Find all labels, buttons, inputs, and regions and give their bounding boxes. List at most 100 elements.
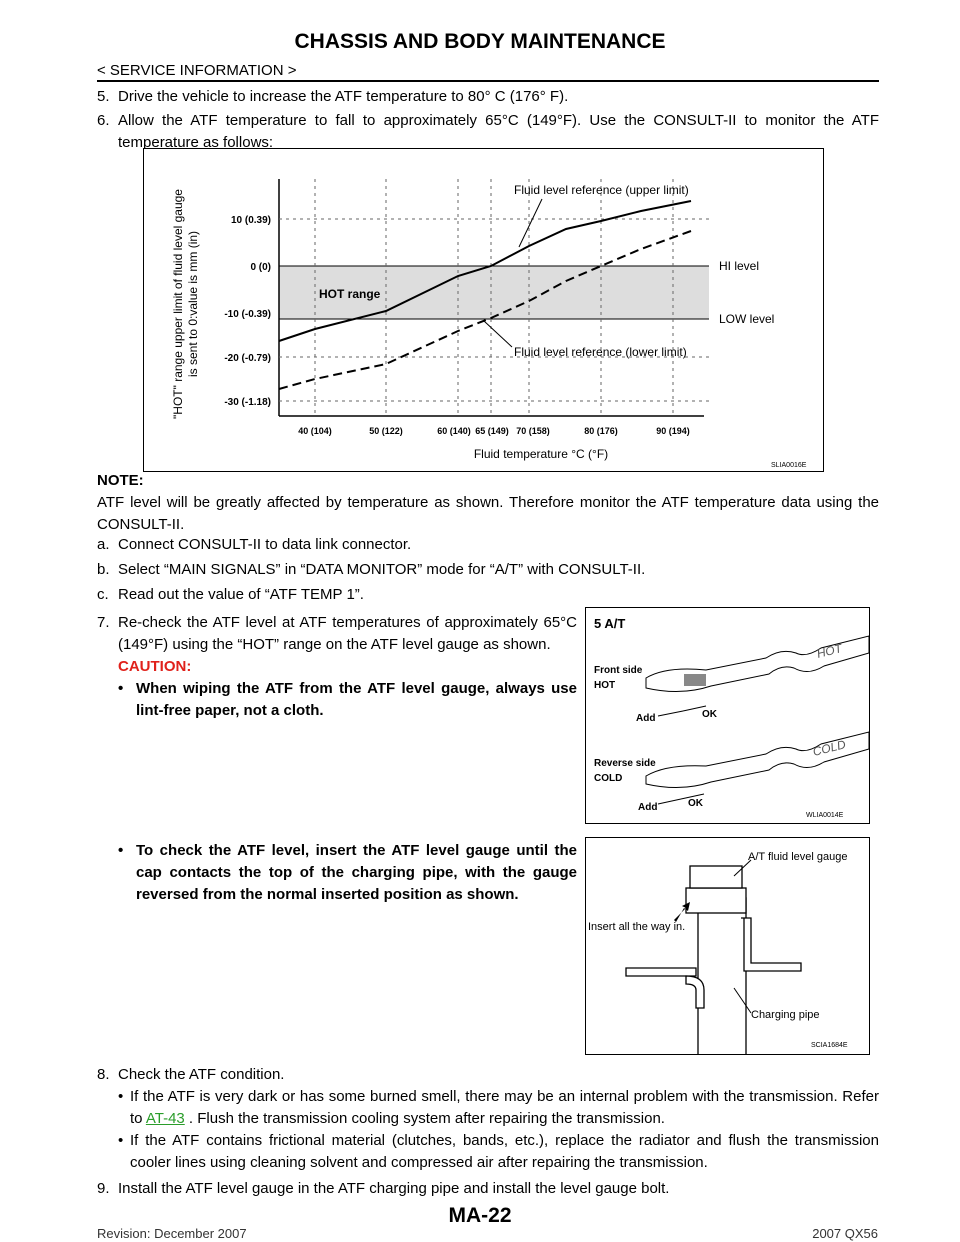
y-tick: -30 (-1.18): [224, 397, 271, 408]
step-num: 8.: [97, 1066, 110, 1083]
step-text: Re-check the ATF level at ATF temperatur…: [118, 614, 577, 653]
annotation: Fluid level reference (upper limit): [514, 183, 689, 197]
label: Reverse side: [594, 758, 656, 769]
step-text: Install the ATF level gauge in the ATF c…: [118, 1180, 670, 1197]
gauge-tube: [741, 917, 802, 972]
note: NOTE: ATF level will be greatly affected …: [97, 470, 879, 536]
pipe: [697, 897, 747, 1054]
step-num: 6.: [97, 112, 110, 129]
cap: [685, 887, 747, 914]
x-tick: 50 (122): [369, 426, 403, 436]
rule: [97, 80, 879, 82]
arrow: [657, 710, 684, 717]
x-tick: 70 (158): [516, 426, 550, 436]
step-num: b.: [97, 561, 110, 578]
x-tick: 80 (176): [584, 426, 618, 436]
step: c. Read out the value of “ATF TEMP 1”.: [97, 584, 879, 606]
label: Front side: [594, 665, 643, 676]
step-num: c.: [97, 586, 109, 603]
figure-code: SLIA0016E: [771, 462, 807, 469]
leader: [483, 320, 513, 348]
label: Charging pipe: [751, 1009, 820, 1021]
bullet-text: If the ATF is very dark or has some burn…: [130, 1088, 879, 1127]
arrow: [657, 798, 682, 805]
gauge-reverse: [645, 731, 869, 789]
caution: CAUTION:: [118, 658, 192, 675]
grid: [279, 179, 709, 416]
bullet: • If the ATF contains frictional material…: [118, 1132, 879, 1171]
gauge-mark: [684, 674, 706, 686]
bullet-text: When wiping the ATF from the ATF level g…: [136, 680, 577, 719]
label: 5 A/T: [594, 616, 625, 631]
step: 6. Allow the ATF temperature to fall to a…: [97, 110, 879, 154]
upper-curve: [278, 200, 692, 342]
bullet-text: If the ATF contains frictional material …: [130, 1132, 879, 1171]
label: OK: [702, 709, 718, 720]
label: Add: [638, 802, 657, 813]
figure-code: WLIA0014E: [806, 812, 844, 819]
step-text: Select “MAIN SIGNALS” in “DATA MONITOR” …: [118, 561, 646, 578]
step: b. Select “MAIN SIGNALS” in “DATA MONITOR…: [97, 559, 879, 581]
y-tick: -20 (-0.79): [224, 353, 271, 364]
y-label: "HOT" range upper limit of fluid level g…: [171, 189, 185, 419]
step: 5. Drive the vehicle to increase the ATF …: [97, 86, 879, 108]
annotation: LOW level: [719, 312, 774, 326]
figure-gauge: 5 A/T Front side HOT Add OK HOT Reverse …: [585, 607, 870, 824]
annotation: HI level: [719, 259, 759, 273]
y-tick: 10 (0.39): [231, 215, 271, 226]
y-label: is sent to 0:value is mm (in): [186, 231, 200, 377]
step: 8. Check the ATF condition. • If the ATF …: [97, 1064, 879, 1174]
annotation: Fluid level reference (lower limit): [514, 345, 687, 359]
figure-code: SCIA1684E: [811, 1042, 848, 1049]
step-num: 7.: [97, 614, 110, 631]
section: < SERVICE INFORMATION >: [97, 62, 297, 79]
hot-range: [279, 266, 709, 319]
gauge-label: HOT: [815, 641, 845, 661]
step-num: 5.: [97, 88, 110, 105]
lower-curve: [278, 230, 692, 390]
x-tick: 65 (149): [475, 426, 509, 436]
note-text: ATF level will be greatly affected by te…: [97, 494, 879, 533]
bullet: • If the ATF is very dark or has some bur…: [118, 1088, 879, 1127]
step: a. Connect CONSULT-II to data link connec…: [97, 534, 879, 556]
x-tick: 60 (140): [437, 426, 471, 436]
annotation: HOT range: [319, 287, 381, 301]
x-ticks: 40 (104) 50 (122) 60 (140) 65 (149) 70 (…: [298, 426, 690, 436]
label: Add: [636, 713, 655, 724]
x-label: Fluid temperature °C (°F): [474, 447, 608, 461]
label: COLD: [594, 773, 622, 784]
step-text: Allow the ATF temperature to fall to app…: [118, 112, 879, 151]
figure-temperature: 10 (0.39) 0 (0) -10 (-0.39) -20 (-0.79) …: [143, 148, 824, 472]
bullet: • To check the ATF level, insert the ATF …: [118, 842, 577, 903]
leader: [733, 987, 752, 1014]
y-tick: 0 (0): [250, 262, 271, 273]
step-text: Connect CONSULT-II to data link connecto…: [118, 536, 412, 553]
arrow: [682, 705, 707, 712]
bullet: • When wiping the ATF from the ATF level …: [118, 680, 577, 719]
leader: [733, 859, 752, 877]
cap-top: [689, 865, 743, 889]
x-tick: 90 (194): [656, 426, 690, 436]
y-tick: -10 (-0.39): [224, 309, 271, 320]
step: 9. Install the ATF level gauge in the ATF…: [97, 1178, 879, 1200]
bracket: [685, 975, 705, 1009]
step: 7. Re-check the ATF level at ATF tempera…: [97, 612, 577, 722]
step-text: Read out the value of “ATF TEMP 1”.: [118, 586, 364, 603]
step-text: Check the ATF condition.: [118, 1066, 285, 1083]
label: OK: [688, 798, 704, 809]
label: A/T fluid level gauge: [748, 851, 847, 863]
step-num: a.: [97, 536, 110, 553]
bracket: [625, 967, 697, 977]
bullet-text: . Flush the transmission cooling system …: [184, 1110, 665, 1127]
page-title: CHASSIS AND BODY MAINTENANCE: [294, 30, 666, 53]
link[interactable]: AT-43: [145, 1110, 185, 1127]
revision: Revision: December 2007: [97, 1226, 247, 1241]
leader: [518, 198, 543, 248]
step-num: 9.: [97, 1180, 110, 1197]
model: 2007 QX56: [812, 1226, 878, 1241]
label: Insert all the way in.: [588, 921, 685, 933]
figure-pipe: A/T fluid level gauge Insert all the way…: [585, 837, 870, 1055]
note-label: NOTE:: [97, 472, 144, 489]
step-text: Drive the vehicle to increase the ATF te…: [118, 88, 569, 105]
